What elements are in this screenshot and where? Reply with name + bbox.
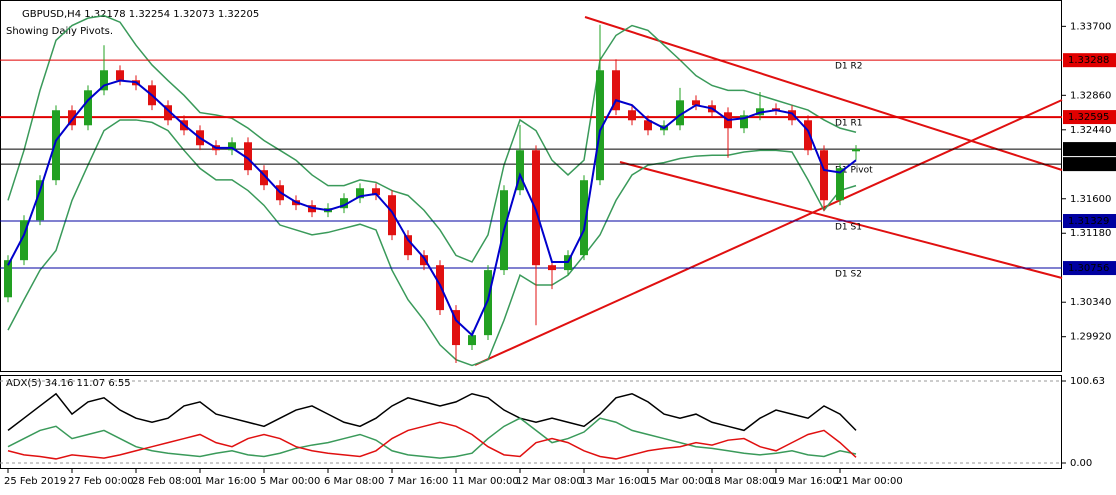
main-panel-frame (0, 0, 1062, 372)
candle-body (356, 188, 364, 199)
candle-body (36, 180, 44, 221)
candle-body (420, 255, 428, 266)
candle-body (580, 180, 588, 256)
x-tick-label: 19 Mar 16:00 (772, 476, 839, 487)
pivot-label: D1 Pivot (835, 166, 873, 176)
x-tick-label: 5 Mar 00:00 (260, 476, 320, 487)
price-box (1063, 53, 1116, 68)
price-box (1063, 214, 1116, 229)
candle-body (84, 90, 92, 126)
adx-panel-frame (0, 375, 1062, 469)
candle-body (228, 142, 236, 151)
price-box-label: 1.31329 (1068, 216, 1109, 227)
candle-body (372, 188, 380, 196)
y-tick-label: 1.30340 (1070, 297, 1111, 308)
candle-body (244, 142, 252, 171)
candle-body (436, 265, 444, 311)
y-tick-label: 1.33700 (1070, 21, 1111, 32)
candle-body (484, 270, 492, 336)
trend-line (474, 99, 1063, 366)
pivot-label: D1 R1 (835, 119, 863, 129)
candle-body (164, 105, 172, 121)
candle-body (4, 260, 12, 298)
adx-line (7, 421, 857, 460)
candle-body (388, 195, 396, 236)
candle-body (612, 70, 620, 111)
x-tick-label: 28 Feb 08:00 (132, 476, 198, 487)
candle-body (116, 70, 124, 81)
chart-subtitle: Showing Daily Pivots. (6, 26, 113, 37)
candle-body (548, 265, 556, 271)
x-tick-label: 27 Feb 00:00 (68, 476, 134, 487)
trend-line (619, 161, 1063, 279)
candle-body (468, 335, 476, 346)
candle-body (804, 120, 812, 151)
candle-body (52, 110, 60, 181)
y-tick-label: 0.00 (1070, 458, 1092, 469)
adx-line (7, 417, 857, 459)
chart-title: GBPUSD,H4 1.32178 1.32254 1.32073 1.3220… (22, 9, 259, 20)
candle-body (820, 150, 828, 201)
y-tick-label: 100.63 (1070, 376, 1105, 387)
x-tick-label: 1 Mar 16:00 (196, 476, 256, 487)
candle-body (788, 110, 796, 121)
candle-body (340, 198, 348, 209)
price-box (1063, 142, 1116, 157)
candle-body (852, 149, 860, 152)
candle-body (20, 220, 28, 261)
candle-body (596, 70, 604, 181)
price-box-label: 1.33288 (1068, 55, 1109, 66)
candle-body (676, 100, 684, 126)
price-box-label: 1.32595 (1068, 112, 1109, 123)
candle-body (100, 70, 108, 91)
price-box (1063, 261, 1116, 276)
x-tick-label: 25 Feb 2019 (4, 476, 66, 487)
candle-body (532, 150, 540, 266)
x-tick-label: 11 Mar 00:00 (452, 476, 519, 487)
x-tick-label: 18 Mar 08:00 (708, 476, 775, 487)
x-tick-label: 21 Mar 00:00 (836, 476, 903, 487)
candle-body (628, 110, 636, 121)
band-upper (7, 14, 857, 263)
y-tick-label: 1.31600 (1070, 194, 1111, 205)
adx-title: ADX(5) 34.16 11.07 6.55 (6, 378, 131, 389)
price-box (1063, 157, 1116, 172)
candle-body (836, 168, 844, 201)
candle-body (404, 235, 412, 256)
candle-body (692, 100, 700, 106)
price-box-label: 1.30756 (1068, 263, 1109, 274)
moving-average (7, 79, 857, 337)
candle-body (68, 110, 76, 126)
price-box-label: 1.32022 (1068, 159, 1109, 170)
candle-body (516, 150, 524, 191)
y-tick-label: 1.32860 (1070, 90, 1111, 101)
pivot-label: D1 R2 (835, 62, 863, 72)
pivot-label: D1 S1 (835, 223, 862, 233)
x-tick-label: 15 Mar 00:00 (644, 476, 711, 487)
x-tick-label: 6 Mar 08:00 (324, 476, 384, 487)
candle-body (740, 115, 748, 129)
price-box (1063, 110, 1116, 125)
pivot-label: D1 S2 (835, 270, 862, 280)
candle-body (452, 310, 460, 346)
x-tick-label: 12 Mar 08:00 (516, 476, 583, 487)
y-tick-label: 1.32440 (1070, 125, 1111, 136)
y-tick-label: 1.29920 (1070, 332, 1111, 343)
x-tick-label: 7 Mar 16:00 (388, 476, 448, 487)
y-tick-label: 1.31180 (1070, 228, 1111, 239)
x-tick-label: 13 Mar 16:00 (580, 476, 647, 487)
band-lower (7, 119, 857, 367)
candle-body (260, 170, 268, 186)
adx-line (7, 392, 857, 432)
candle-body (644, 120, 652, 131)
trend-line (584, 16, 1063, 171)
price-box-label: 1.32205 (1068, 144, 1109, 155)
